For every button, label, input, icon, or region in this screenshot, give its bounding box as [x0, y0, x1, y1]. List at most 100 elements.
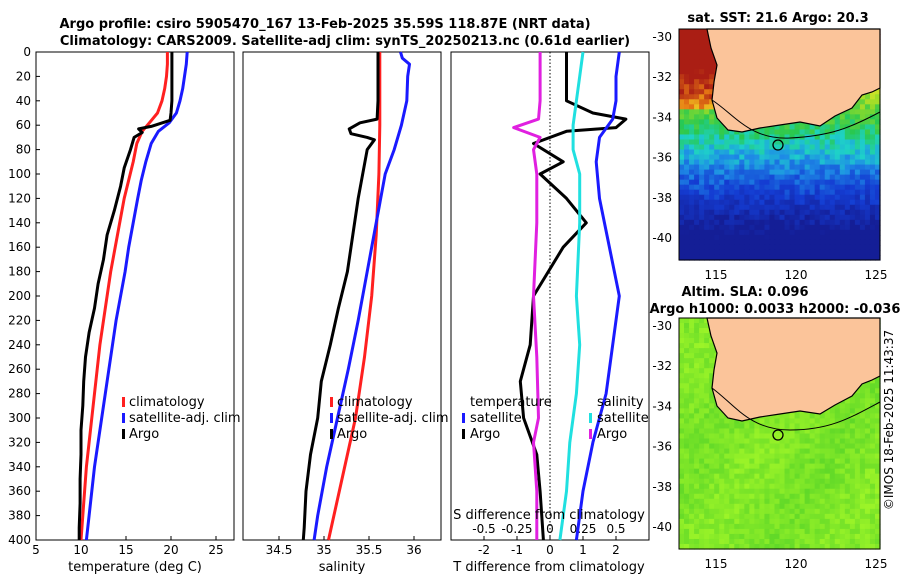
map-cell — [694, 89, 700, 95]
map-cell — [819, 488, 826, 495]
map-cell — [794, 463, 801, 470]
map-cell — [854, 538, 861, 545]
map-cell — [704, 139, 710, 146]
map-cell — [799, 448, 806, 455]
map-cell — [769, 184, 776, 191]
map-cell — [804, 239, 811, 246]
map-cell — [869, 189, 876, 196]
map-cell — [799, 169, 806, 176]
map-cell — [799, 199, 806, 206]
map-cell — [854, 104, 861, 110]
map-cell — [864, 543, 871, 550]
map-cell — [709, 119, 715, 126]
map-cell — [689, 244, 695, 251]
map-cell — [839, 154, 846, 161]
map-cell — [689, 74, 695, 80]
map-cell — [689, 368, 695, 374]
lon-tick-label: 120 — [785, 268, 808, 282]
map-cell — [819, 129, 826, 136]
map-cell — [684, 383, 690, 389]
map-cell — [819, 448, 826, 455]
map-cell — [834, 204, 841, 211]
map-cell — [684, 169, 690, 176]
map-cell — [849, 463, 856, 470]
difference-series — [512, 51, 628, 541]
depth-tick-label: 220 — [8, 313, 31, 327]
map-cell — [839, 114, 846, 120]
map-cell — [714, 254, 720, 261]
map-cell — [724, 179, 730, 186]
lat-tick-label: -38 — [652, 480, 672, 494]
map-cell — [694, 428, 700, 435]
map-cell — [829, 134, 836, 141]
map-cell — [779, 523, 786, 530]
map-cell — [829, 508, 836, 515]
map-cell — [869, 109, 876, 115]
map-cell — [784, 528, 791, 535]
map-cell — [749, 483, 755, 490]
map-cell — [794, 438, 801, 445]
map-cell — [774, 149, 781, 156]
map-cell — [759, 204, 766, 211]
map-cell — [789, 144, 796, 151]
map-cell — [679, 254, 685, 261]
map-cell — [759, 224, 766, 231]
map-cell — [749, 428, 755, 435]
map-cell — [824, 164, 831, 171]
map-cell — [854, 458, 861, 465]
map-cell — [789, 488, 796, 495]
map-cell — [834, 468, 841, 475]
map-cell — [819, 533, 826, 540]
map-cell — [714, 169, 720, 176]
map-cell — [744, 134, 750, 141]
map-cell — [784, 199, 791, 206]
map-cell — [789, 428, 796, 435]
map-cell — [864, 508, 871, 515]
map-cell — [814, 423, 821, 430]
map-cell — [809, 523, 816, 530]
map-cell — [734, 154, 740, 161]
map-cell — [854, 393, 861, 399]
map-cell — [829, 214, 836, 221]
map-cell — [704, 184, 710, 191]
map-cell — [804, 124, 811, 131]
map-cell — [714, 189, 720, 196]
map-cell — [709, 184, 715, 191]
map-cell — [789, 493, 796, 500]
map-cell — [824, 129, 831, 136]
map-cell — [839, 408, 846, 415]
map-cell — [839, 229, 846, 236]
map-cell — [849, 398, 856, 404]
map-cell — [704, 368, 710, 374]
map-cell — [699, 533, 705, 540]
map-cell — [824, 438, 831, 445]
map-cell — [744, 234, 750, 241]
map-cell — [694, 139, 700, 146]
map-cell — [859, 139, 866, 146]
map-cell — [709, 79, 715, 85]
map-cell — [789, 503, 796, 510]
map-cell — [719, 154, 725, 161]
map-cell — [744, 453, 750, 460]
map-cell — [754, 418, 760, 425]
map-cell — [684, 224, 690, 231]
map-cell — [744, 538, 750, 545]
map-cell — [729, 224, 735, 231]
map-cell — [844, 518, 851, 525]
map-cell — [864, 428, 871, 435]
map-cell — [729, 204, 735, 211]
map-cell — [714, 533, 720, 540]
map-cell — [729, 423, 735, 430]
map-cell — [704, 458, 710, 465]
map-cell — [684, 338, 690, 344]
map-cell — [679, 328, 685, 334]
map-cell — [834, 533, 841, 540]
map-cell — [784, 443, 791, 450]
map-cell — [694, 69, 700, 75]
map-cell — [839, 254, 846, 261]
sla-map: Altim. SLA: 0.096 Argo h1000: 0.0033 h20… — [650, 285, 900, 571]
map-cell — [829, 234, 836, 241]
map-cell — [679, 493, 685, 500]
map-cell — [809, 438, 816, 445]
map-cell — [814, 199, 821, 206]
